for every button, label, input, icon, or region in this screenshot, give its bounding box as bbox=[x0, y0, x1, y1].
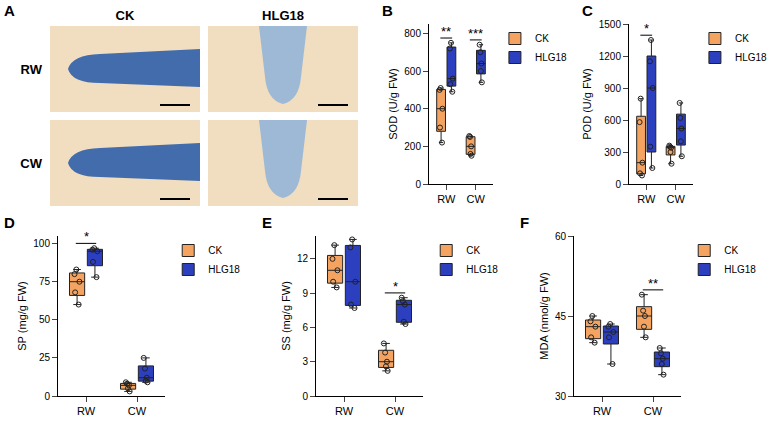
svg-text:60: 60 bbox=[555, 231, 567, 242]
svg-text:RW: RW bbox=[637, 193, 656, 205]
svg-text:300: 300 bbox=[604, 147, 621, 158]
html-text:D: D bbox=[4, 214, 15, 231]
svg-text:HLG18: HLG18 bbox=[724, 264, 756, 275]
html-text:B: B bbox=[382, 2, 393, 19]
svg-text:1500: 1500 bbox=[599, 19, 622, 30]
svg-text:RW: RW bbox=[437, 193, 456, 205]
svg-text:CW: CW bbox=[128, 405, 147, 417]
svg-text:600: 600 bbox=[604, 115, 621, 126]
svg-text:SP (mg/g FW): SP (mg/g FW) bbox=[16, 281, 28, 350]
svg-text:HLG18: HLG18 bbox=[208, 264, 240, 275]
svg-text:12: 12 bbox=[297, 253, 309, 264]
svg-text:HLG18: HLG18 bbox=[735, 52, 767, 63]
svg-text:30: 30 bbox=[555, 391, 567, 402]
svg-text:900: 900 bbox=[604, 83, 621, 94]
svg-text:50: 50 bbox=[39, 314, 51, 325]
svg-text:RW: RW bbox=[593, 405, 612, 417]
svg-text:CK: CK bbox=[735, 33, 749, 44]
svg-text:CW: CW bbox=[386, 405, 405, 417]
svg-text:0: 0 bbox=[615, 179, 621, 190]
svg-text:CK: CK bbox=[466, 245, 480, 256]
html-text:A: A bbox=[4, 2, 15, 19]
svg-text:HLG18: HLG18 bbox=[262, 8, 304, 23]
svg-text:200: 200 bbox=[404, 141, 421, 152]
svg-text:POD (U/g FW): POD (U/g FW) bbox=[581, 68, 593, 140]
svg-text:*: * bbox=[393, 279, 398, 294]
svg-text:25: 25 bbox=[39, 352, 51, 363]
svg-text:CW: CW bbox=[467, 193, 486, 205]
svg-text:CW: CW bbox=[644, 405, 663, 417]
svg-text:*: * bbox=[644, 21, 649, 36]
svg-text:**: ** bbox=[441, 24, 451, 39]
svg-text:0: 0 bbox=[44, 391, 50, 402]
svg-text:CW: CW bbox=[20, 156, 42, 171]
svg-text:45: 45 bbox=[555, 311, 567, 322]
svg-text:SOD (U/g FW): SOD (U/g FW) bbox=[387, 68, 399, 140]
svg-text:**: ** bbox=[648, 276, 658, 291]
svg-text:***: *** bbox=[468, 26, 483, 41]
svg-text:CK: CK bbox=[724, 245, 738, 256]
svg-text:CK: CK bbox=[535, 33, 549, 44]
svg-text:0: 0 bbox=[415, 179, 421, 190]
svg-text:CW: CW bbox=[667, 193, 686, 205]
svg-text:RW: RW bbox=[335, 405, 354, 417]
svg-text:3: 3 bbox=[302, 356, 308, 367]
svg-text:0: 0 bbox=[302, 391, 308, 402]
html-text:C: C bbox=[582, 2, 593, 19]
svg-text:CK: CK bbox=[208, 245, 222, 256]
svg-text:400: 400 bbox=[404, 103, 421, 114]
svg-text:75: 75 bbox=[39, 276, 51, 287]
svg-text:600: 600 bbox=[404, 66, 421, 77]
html-text:E: E bbox=[262, 214, 272, 231]
svg-text:6: 6 bbox=[302, 322, 308, 333]
svg-text:100: 100 bbox=[33, 238, 50, 249]
svg-text:MDA (nmol/g FW): MDA (nmol/g FW) bbox=[538, 272, 550, 359]
svg-text:HLG18: HLG18 bbox=[535, 52, 567, 63]
svg-text:HLG18: HLG18 bbox=[466, 264, 498, 275]
svg-text:*: * bbox=[84, 229, 89, 244]
svg-text:800: 800 bbox=[404, 28, 421, 39]
svg-text:CK: CK bbox=[116, 8, 135, 23]
svg-text:RW: RW bbox=[77, 405, 96, 417]
svg-text:9: 9 bbox=[302, 288, 308, 299]
svg-text:SS (mg/g FW): SS (mg/g FW) bbox=[280, 281, 292, 351]
svg-text:1200: 1200 bbox=[599, 51, 622, 62]
svg-text:RW: RW bbox=[21, 62, 43, 77]
html-text:F: F bbox=[520, 214, 530, 231]
